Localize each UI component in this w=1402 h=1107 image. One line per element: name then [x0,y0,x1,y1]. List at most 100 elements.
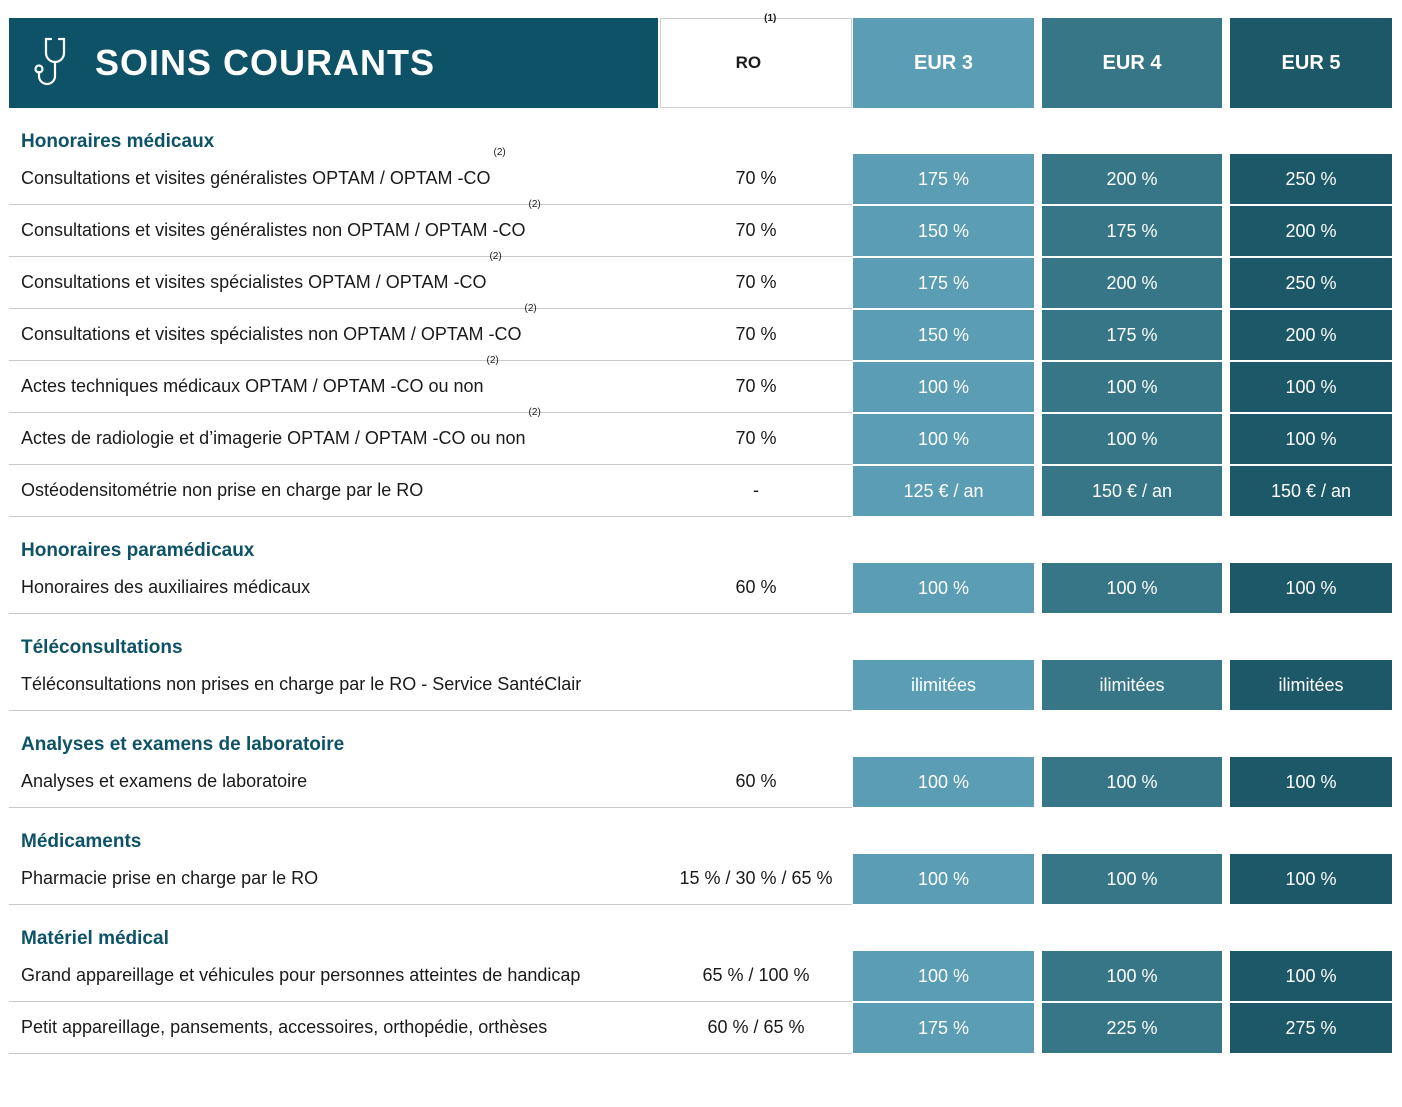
row-note: (2) [528,407,541,418]
row-label: Actes techniques médicaux OPTAM / OPTAM … [9,355,660,413]
ro-value: 65 % / 100 % [702,965,810,985]
value: 175 % [917,272,970,293]
ro-value: 60 % [735,577,777,597]
row-label: Honoraires des auxiliaires médicaux [9,562,660,614]
ro-value: - [753,480,759,500]
row-label-text: Consultations et visites généralistes OP… [21,168,491,188]
row-label-text: Consultations et visites spécialistes OP… [21,272,487,292]
column-header: EUR 5 [1230,18,1392,108]
column-header: RO (1) [660,13,852,108]
value-cell: 175 % [1042,310,1222,360]
ro-cell: - [660,465,852,517]
value-cell: 100 % [1230,854,1392,904]
row-label-text: Grand appareillage et véhicules pour per… [21,965,581,985]
value: 175 % [917,1017,970,1038]
row-label: Consultations et visites spécialistes OP… [9,251,660,309]
row-label: Grand appareillage et véhicules pour per… [9,950,660,1002]
row-note: (2) [493,147,506,158]
value-cell: 175 % [853,154,1034,204]
value-cell: 100 % [853,414,1034,464]
value: 100 % [1285,428,1337,449]
row-label: Analyses et examens de laboratoire [9,756,660,808]
section-title: Honoraires médicaux [21,130,215,152]
value-cell: ilimitées [853,660,1034,710]
value-cell: 100 % [1230,414,1392,464]
value-cell: ilimitées [1042,660,1222,710]
row-label-text: Actes techniques médicaux OPTAM / OPTAM … [21,376,484,396]
ro-value: 70 % [735,168,777,188]
value: 100 % [1106,376,1158,397]
row-note: (2) [486,355,499,366]
value-cell: 100 % [1042,414,1222,464]
value-cell: 200 % [1042,258,1222,308]
row-note: (2) [528,199,541,210]
value-cell: 200 % [1230,206,1392,256]
value-cell: 175 % [853,258,1034,308]
ro-cell: 70 % [660,361,852,413]
value: 125 € / an [903,480,984,501]
value: 200 % [1285,220,1337,241]
value-cell: 275 % [1230,1003,1392,1053]
column-header: EUR 4 [1042,18,1222,108]
value-cell: 100 % [1042,757,1222,807]
value: 200 % [1106,272,1158,293]
ro-cell [660,659,852,711]
row-label-text: Téléconsultations non prises en charge p… [21,674,582,694]
value-cell: 100 % [853,951,1034,1001]
ro-cell: 70 % [660,257,852,309]
value: 175 % [1106,324,1158,345]
column-label: EUR 5 [1281,51,1341,74]
value: 250 % [1285,272,1337,293]
row-label-text: Analyses et examens de laboratoire [21,771,308,791]
stethoscope-icon [34,37,66,86]
ro-value: 15 % / 30 % / 65 % [679,868,833,888]
value: 150 € / an [1270,480,1352,501]
row-label-text: Petit appareillage, pansements, accessoi… [21,1017,548,1037]
ro-value: 70 % [735,376,777,396]
value: 200 % [1106,168,1158,189]
value: 100 % [1285,868,1337,889]
value: 150 % [917,324,970,345]
value: 250 % [1285,168,1337,189]
column-header: EUR 3 [853,18,1034,108]
ro-value: 70 % [735,324,777,344]
row-label-text: Actes de radiologie et d’imagerie OPTAM … [21,428,526,448]
section-title: Honoraires paramédicaux [21,539,255,561]
ro-cell: 15 % / 30 % / 65 % [660,853,852,905]
value: ilimitées [1099,674,1165,695]
value: 175 % [917,168,970,189]
column-note: (1) [764,13,777,24]
value-cell: 100 % [853,563,1034,613]
row-label: Consultations et visites spécialistes no… [9,303,660,361]
value: 100 % [917,376,970,397]
ro-value: 70 % [735,428,777,448]
value-cell: 100 % [1230,951,1392,1001]
ro-cell: 60 % / 65 % [660,1002,852,1054]
value-cell: 225 % [1042,1003,1222,1053]
value: ilimitées [1278,674,1344,695]
value: 200 % [1285,324,1337,345]
value-cell: 150 € / an [1230,466,1392,516]
row-label-text: Ostéodensitométrie non prise en charge p… [21,480,424,500]
value: 100 % [917,771,970,792]
value-cell: 250 % [1230,258,1392,308]
value: 100 % [917,965,970,986]
row-label: Consultations et visites généralistes no… [9,199,660,257]
column-label: EUR 3 [914,51,973,74]
section-title: Médicaments [21,830,142,852]
row-label-text: Honoraires des auxiliaires médicaux [21,577,311,597]
column-label: RO [735,53,762,72]
ro-cell: 70 % [660,205,852,257]
value-cell: ilimitées [1230,660,1392,710]
value: 275 % [1285,1017,1337,1038]
value: 225 % [1106,1017,1158,1038]
section-title: Analyses et examens de laboratoire [21,733,345,755]
row-note: (2) [489,251,502,262]
value-cell: 200 % [1042,154,1222,204]
value-cell: 150 % [853,310,1034,360]
value-cell: 100 % [1042,854,1222,904]
value-cell: 125 € / an [853,466,1034,516]
row-label: Téléconsultations non prises en charge p… [9,659,660,711]
value-cell: 200 % [1230,310,1392,360]
